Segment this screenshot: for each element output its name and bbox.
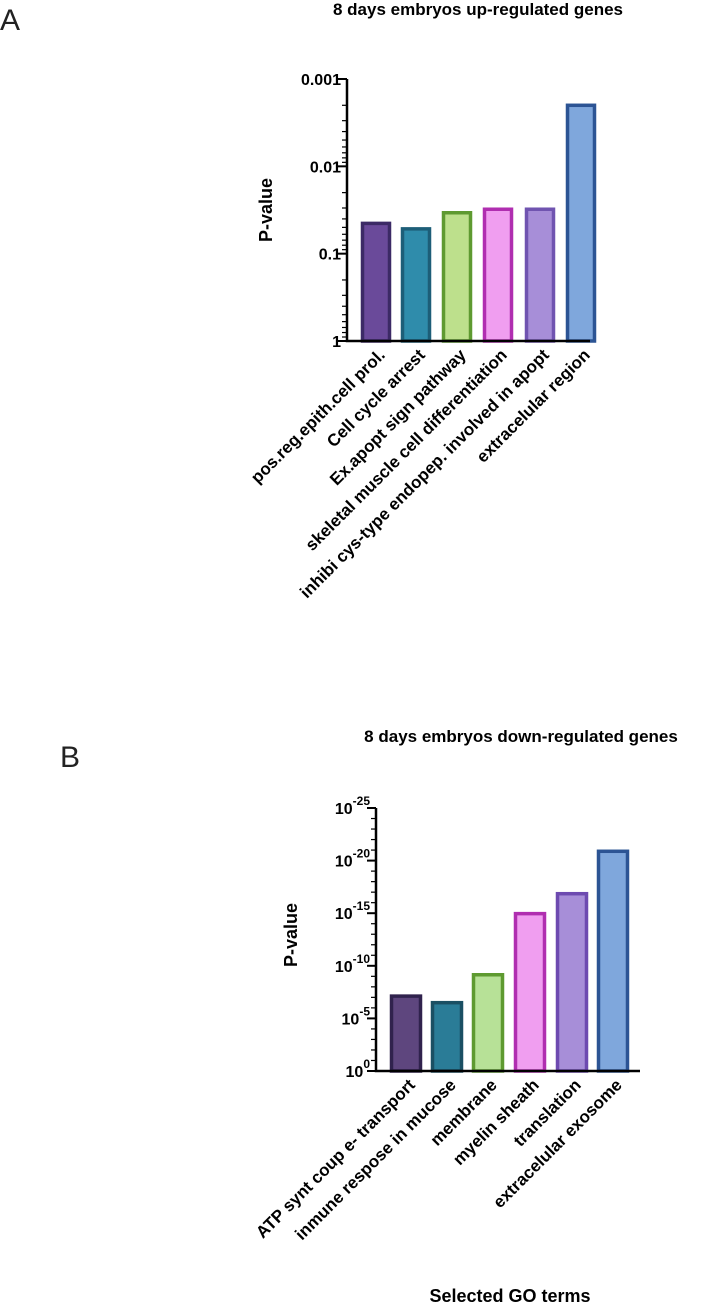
y-tick-label-a-1: 1: [332, 334, 341, 351]
bar-b-2: [430, 1000, 464, 1073]
bar-b-3: [471, 973, 505, 1073]
panel-a: A 8 days embryos up-regulated genes P-va…: [0, 0, 623, 602]
category-label-b-1: ATP synt coup e- transport: [252, 1075, 419, 1242]
y-tick-label-b-2: 10-5: [342, 1004, 371, 1028]
chart-title-a: 8 days embryos up-regulated genes: [333, 0, 623, 19]
y-axis-label-b: P-value: [281, 903, 301, 967]
bar-a-3: [441, 210, 473, 343]
bar-b-6: [596, 849, 630, 1073]
bar-a-1: [360, 221, 392, 343]
y-tick-label-a-4: 0.001: [301, 72, 341, 89]
bar-b-4: [513, 911, 547, 1073]
chart-title-b: 8 days embryos down-regulated genes: [364, 727, 678, 746]
panel-letter-b: B: [60, 741, 80, 774]
y-tick-label-a-3: 0.01: [310, 159, 341, 176]
bar-a-2: [400, 227, 432, 343]
y-ticks-a: 1 0.1 0.01 0.001: [301, 72, 347, 351]
x-axis-label-b: Selected GO terms: [429, 1286, 590, 1306]
y-tick-label-b-6: 10-25: [335, 794, 370, 818]
y-tick-label-b-4: 10-15: [335, 899, 370, 923]
bar-a-5: [524, 207, 556, 343]
y-tick-label-b-5: 10-20: [335, 847, 370, 871]
bar-a-6: [565, 103, 597, 343]
y-tick-label-b-3: 10-10: [335, 952, 370, 976]
bar-b-5: [555, 891, 589, 1073]
bar-group-b: [389, 849, 630, 1073]
axes-a: [345, 79, 590, 343]
category-label-b-2: inmune respose in mucose: [291, 1075, 459, 1243]
axes-b: [374, 808, 640, 1073]
y-axis-label-a: P-value: [256, 178, 276, 242]
bar-b-1: [389, 994, 423, 1073]
category-labels-a: pos.reg.epith.cell prol.Cell cycle arres…: [247, 345, 594, 602]
y-tick-label-a-2: 0.1: [319, 247, 341, 264]
y-tick-label-b-1: 100: [346, 1057, 371, 1081]
y-ticks-b: 100 10-5 10-10 10-15 10-20 10-25: [335, 794, 376, 1081]
bar-a-4: [482, 207, 514, 343]
panel-letter-a: A: [0, 4, 20, 37]
panel-b: B 8 days embryos down-regulated genes P-…: [60, 727, 678, 1306]
bar-group-a: [360, 103, 597, 343]
